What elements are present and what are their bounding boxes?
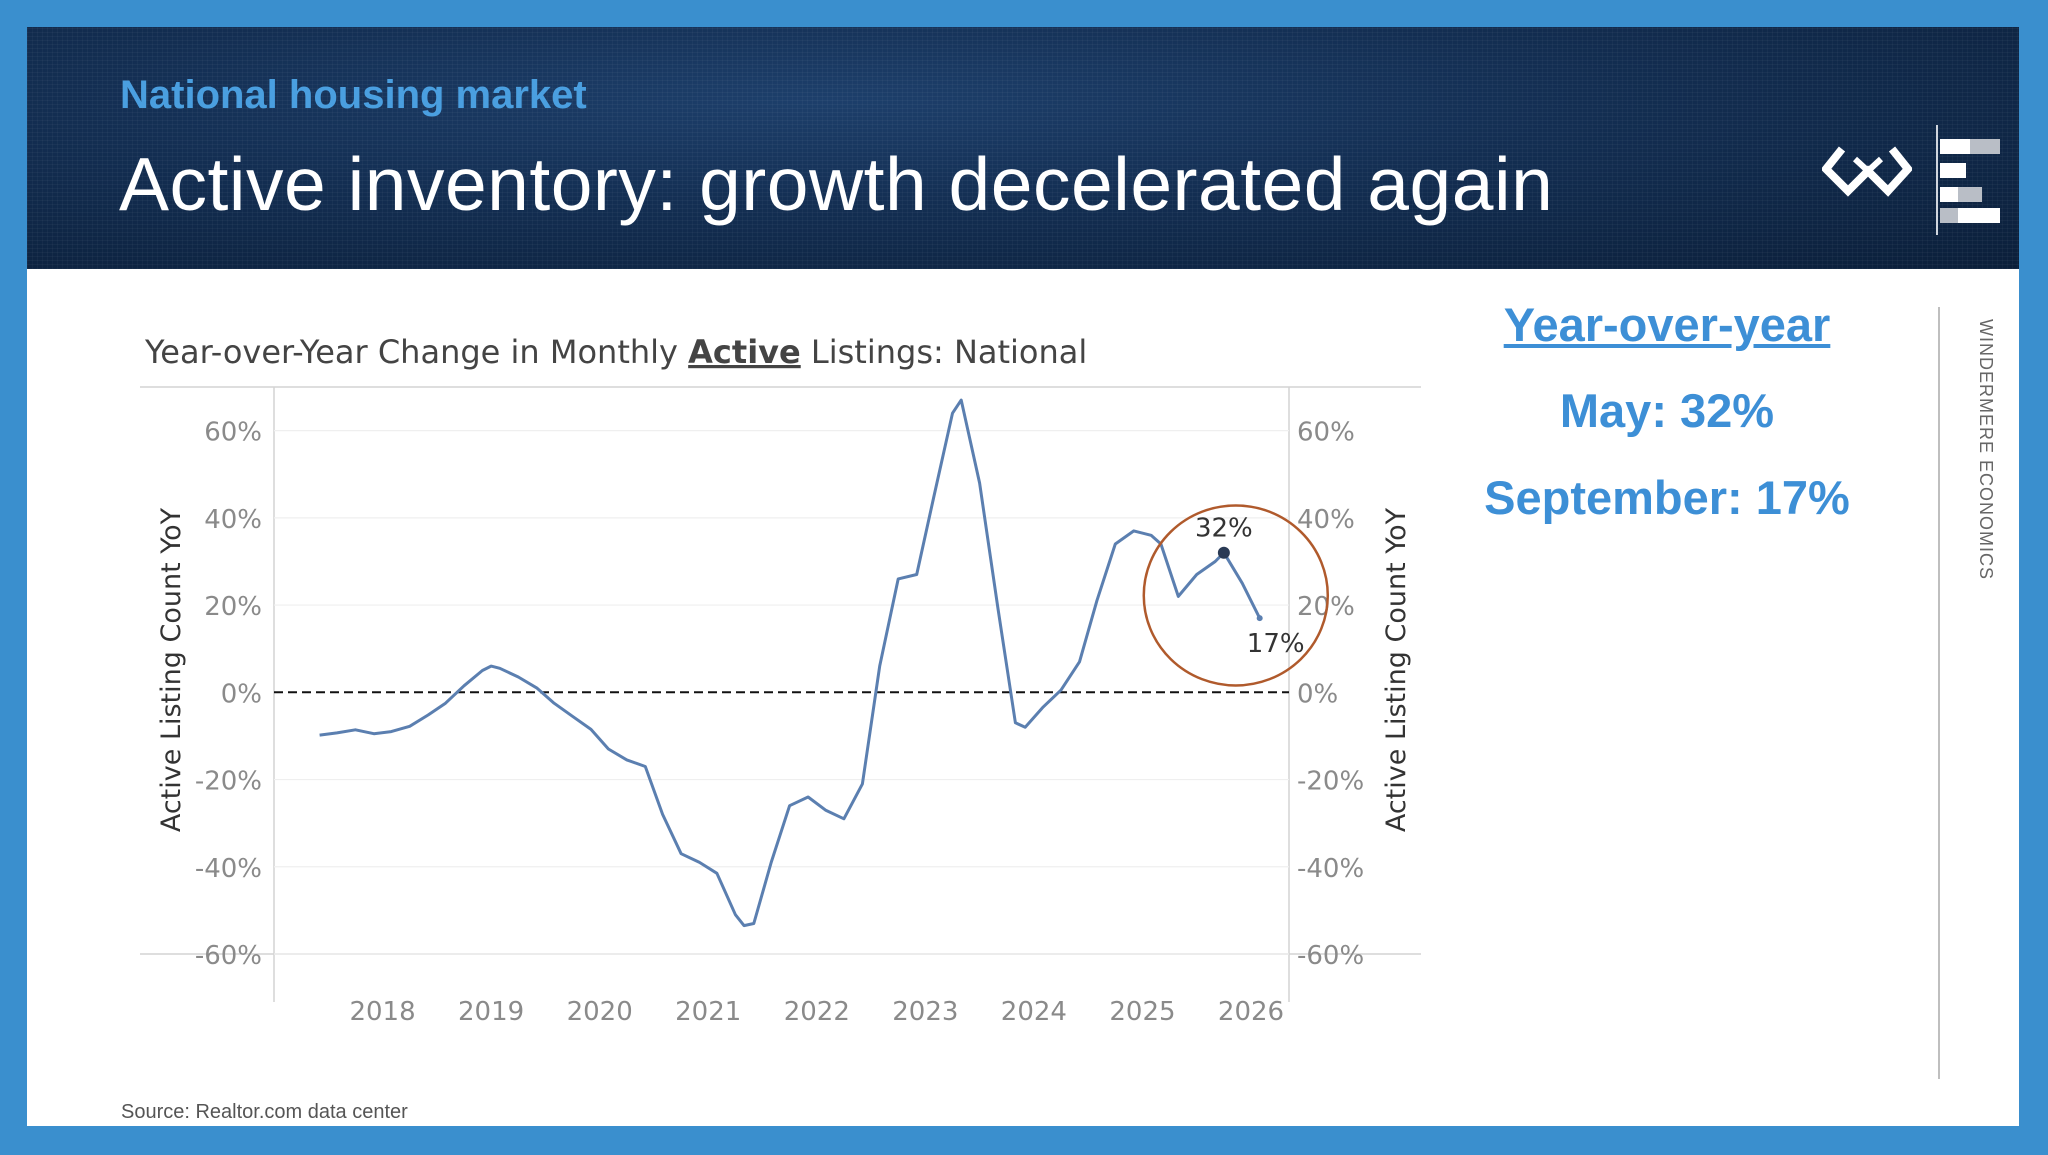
x-tick-label: 2019 bbox=[458, 997, 524, 1027]
x-tick-label: 2026 bbox=[1218, 997, 1284, 1027]
slide: National housing market Active inventory… bbox=[27, 27, 2019, 1126]
data-label-may: 32% bbox=[1195, 514, 1253, 544]
x-tick-label: 2021 bbox=[675, 997, 741, 1027]
y-tick-label-right: -40% bbox=[1297, 854, 1364, 884]
header-banner: National housing market Active inventory… bbox=[27, 27, 2019, 269]
y-axis-label-right: Active Listing Count YoY bbox=[1381, 507, 1412, 832]
x-tick-label: 2018 bbox=[349, 997, 415, 1027]
y-tick-label-right: 0% bbox=[1297, 679, 1338, 709]
annotations: 32% 17% bbox=[1142, 504, 1330, 687]
may-stat: May: 32% bbox=[1559, 384, 1775, 437]
y-tick-label-left: -20% bbox=[195, 767, 262, 797]
year-over-year-link[interactable]: Year-over-year bbox=[1503, 298, 1831, 351]
y-tick-label-left: 0% bbox=[221, 679, 262, 709]
y-tick-label-left: 40% bbox=[204, 505, 262, 535]
slide-title: Active inventory: growth decelerated aga… bbox=[119, 142, 1554, 226]
series-line bbox=[319, 398, 1262, 928]
data-point-may bbox=[1217, 546, 1230, 559]
x-tick-label: 2022 bbox=[784, 997, 850, 1027]
y-tick-label-left: -60% bbox=[195, 941, 262, 971]
side-label: WINDERMERE ECONOMICS bbox=[1976, 319, 1996, 581]
section-kicker: National housing market bbox=[120, 73, 587, 117]
data-point-september bbox=[1256, 615, 1263, 622]
highlight-circle bbox=[1142, 504, 1330, 687]
economics-bars-icon bbox=[1940, 139, 2000, 223]
windermere-logo-icon bbox=[1822, 146, 1912, 197]
y-tick-label-left: 20% bbox=[204, 592, 262, 622]
x-tick-label: 2023 bbox=[892, 997, 958, 1027]
y-tick-label-right: -20% bbox=[1297, 767, 1364, 797]
x-tick-label: 2020 bbox=[567, 997, 633, 1027]
x-tick-label: 2025 bbox=[1109, 997, 1175, 1027]
axes: 60% 60%40% 40%20% 20%0% 0%-20% -20%-40% -40%-6… bbox=[195, 418, 1364, 1027]
logo-divider bbox=[1936, 125, 1938, 235]
chart-title-prefix: Year-over-Year Change in Monthly bbox=[144, 333, 688, 371]
chart-title: Year-over-Year Change in Monthly Active … bbox=[144, 333, 1087, 371]
x-tick-label: 2024 bbox=[1001, 997, 1067, 1027]
y-tick-label-right: -60% bbox=[1297, 941, 1364, 971]
y-tick-label-left: 60% bbox=[204, 418, 262, 448]
y-tick-label-left: -40% bbox=[195, 854, 262, 884]
side-divider bbox=[1938, 307, 1940, 1079]
source-note: Source: Realtor.com data center bbox=[121, 1101, 408, 1123]
y-axis-label-left: Active Listing Count YoY bbox=[156, 507, 187, 832]
series bbox=[319, 398, 1262, 928]
data-label-september: 17% bbox=[1247, 629, 1305, 659]
y-tick-label-right: 60% bbox=[1297, 418, 1355, 448]
yoy-chart: Year-over-Year Change in Monthly Active … bbox=[140, 333, 1421, 1027]
gridlines bbox=[274, 430, 1289, 955]
chart-title-emphasis: Active bbox=[688, 333, 801, 371]
september-stat: September: 17% bbox=[1484, 471, 1850, 524]
chart-title-suffix: Listings: National bbox=[801, 333, 1088, 371]
y-tick-label-right: 40% bbox=[1297, 505, 1355, 535]
